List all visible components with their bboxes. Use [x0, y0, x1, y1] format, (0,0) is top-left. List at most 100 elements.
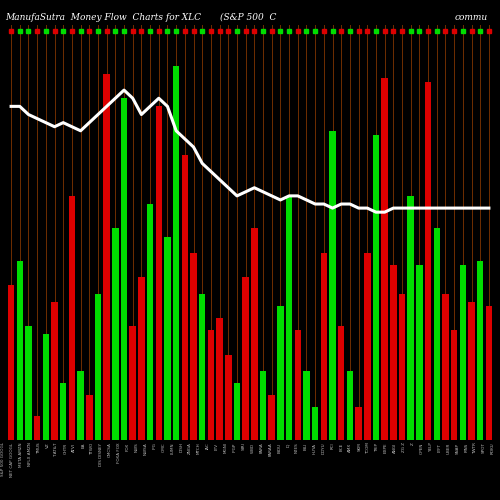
Bar: [225, 354, 232, 440]
Text: (S&P 500  C: (S&P 500 C: [220, 12, 276, 22]
Bar: [8, 286, 14, 440]
Text: TRIP: TRIP: [375, 442, 379, 452]
Bar: [460, 265, 466, 440]
Bar: [390, 265, 396, 440]
Text: Z: Z: [411, 442, 415, 445]
Bar: [399, 294, 406, 440]
Text: MGNI: MGNI: [224, 442, 228, 454]
Bar: [260, 371, 266, 440]
Text: IQ: IQ: [286, 442, 290, 447]
Bar: [234, 383, 240, 440]
Bar: [425, 82, 432, 440]
Bar: [364, 253, 370, 440]
Bar: [346, 371, 353, 440]
Text: CMCSA: CMCSA: [108, 442, 112, 458]
Text: SIRI: SIRI: [242, 442, 246, 450]
Bar: [68, 196, 75, 440]
Text: SKM: SKM: [358, 442, 362, 451]
Text: DOYU: DOYU: [322, 442, 326, 454]
Bar: [60, 383, 66, 440]
Bar: [216, 318, 223, 440]
Bar: [434, 228, 440, 440]
Text: S&P 500 GOOGL: S&P 500 GOOGL: [1, 442, 5, 476]
Text: BCE: BCE: [340, 442, 344, 451]
Bar: [86, 395, 92, 440]
Text: CHTR: CHTR: [64, 442, 68, 454]
Bar: [408, 196, 414, 440]
Bar: [138, 278, 144, 440]
Text: BIDU: BIDU: [277, 442, 281, 452]
Text: WBD: WBD: [250, 442, 254, 452]
Bar: [208, 330, 214, 440]
Text: LYV: LYV: [215, 442, 219, 450]
Text: FOX: FOX: [126, 442, 130, 451]
Text: TTWO: TTWO: [90, 442, 94, 455]
Bar: [303, 371, 310, 440]
Text: EXPE: EXPE: [384, 442, 388, 453]
Text: TCOM: TCOM: [366, 442, 370, 454]
Bar: [294, 330, 301, 440]
Text: IAC: IAC: [206, 442, 210, 449]
Bar: [251, 228, 258, 440]
Bar: [182, 155, 188, 440]
Text: ATVI: ATVI: [72, 442, 76, 452]
Text: NET CAP GOOGL: NET CAP GOOGL: [10, 442, 14, 476]
Text: ROKU: ROKU: [491, 442, 495, 454]
Text: MTCH: MTCH: [197, 442, 201, 454]
Bar: [372, 135, 379, 440]
Bar: [34, 416, 40, 440]
Bar: [382, 78, 388, 440]
Text: NWS: NWS: [134, 442, 138, 452]
Bar: [338, 326, 344, 440]
Bar: [468, 302, 475, 440]
Bar: [330, 131, 336, 440]
Text: UBER: UBER: [446, 442, 450, 454]
Text: BILI: BILI: [304, 442, 308, 450]
Text: ANGI: ANGI: [393, 442, 397, 453]
Text: TWTR: TWTR: [473, 442, 477, 454]
Bar: [416, 265, 422, 440]
Bar: [42, 334, 49, 440]
Text: OPEN: OPEN: [420, 442, 424, 454]
Text: DIS DISNEY: DIS DISNEY: [99, 442, 103, 466]
Bar: [104, 74, 110, 440]
Bar: [173, 66, 180, 440]
Text: ZNGA: ZNGA: [188, 442, 192, 454]
Bar: [112, 228, 118, 440]
Text: VZ: VZ: [46, 442, 50, 448]
Text: YELP: YELP: [428, 442, 432, 452]
Text: AMX: AMX: [348, 442, 352, 452]
Text: T AT&T: T AT&T: [54, 442, 58, 457]
Bar: [199, 294, 205, 440]
Text: IPG: IPG: [152, 442, 156, 450]
Text: NFLX AMZN: NFLX AMZN: [28, 442, 32, 466]
Text: ZG Z: ZG Z: [402, 442, 406, 452]
Text: META AMZN: META AMZN: [19, 442, 23, 467]
Text: TMUS: TMUS: [36, 442, 40, 454]
Text: NWSA: NWSA: [144, 442, 148, 455]
Text: HUYA: HUYA: [313, 442, 317, 454]
Bar: [164, 236, 170, 440]
Bar: [477, 261, 484, 440]
Bar: [356, 408, 362, 440]
Bar: [156, 106, 162, 440]
Bar: [147, 204, 154, 440]
Text: NTES: NTES: [295, 442, 299, 453]
Text: RCI: RCI: [330, 442, 334, 449]
Bar: [16, 261, 23, 440]
Text: ManufaSutra  Money Flow  Charts for XLC: ManufaSutra Money Flow Charts for XLC: [5, 12, 201, 22]
Bar: [312, 408, 318, 440]
Text: EA: EA: [81, 442, 85, 448]
Text: commu: commu: [455, 12, 488, 22]
Text: SNAP: SNAP: [456, 442, 460, 454]
Bar: [277, 306, 283, 440]
Text: PINS: PINS: [464, 442, 468, 452]
Bar: [78, 371, 84, 440]
Text: PARA: PARA: [260, 442, 264, 453]
Bar: [486, 306, 492, 440]
Bar: [25, 326, 32, 440]
Bar: [442, 294, 448, 440]
Bar: [451, 330, 458, 440]
Bar: [320, 253, 327, 440]
Bar: [268, 395, 275, 440]
